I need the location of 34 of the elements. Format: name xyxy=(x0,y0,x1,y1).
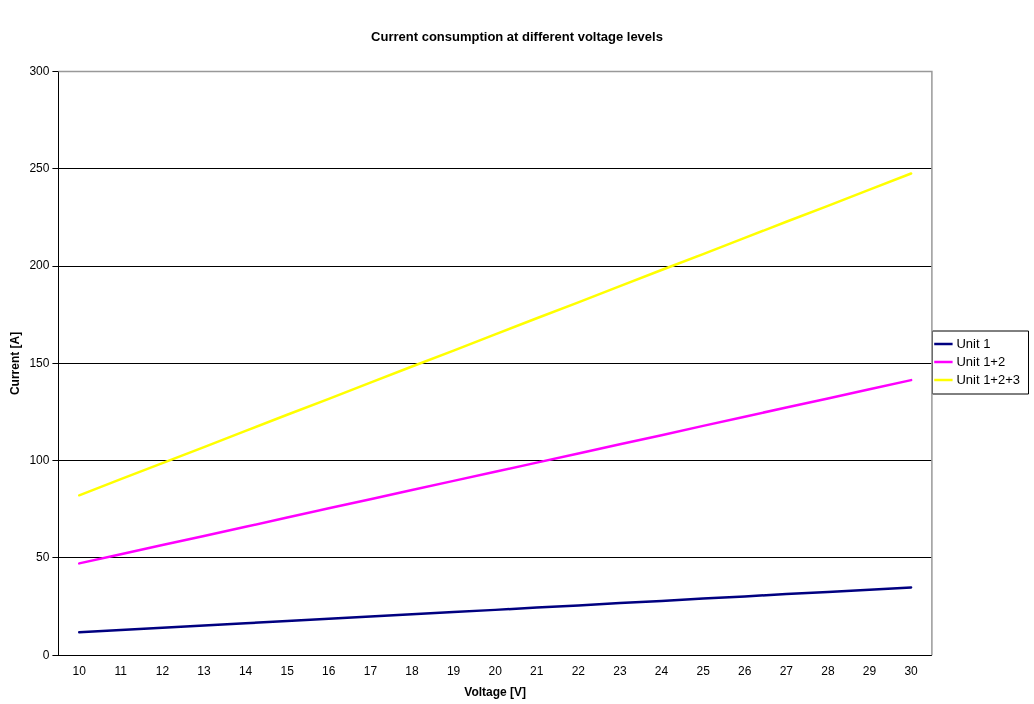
x-tick-label: 19 xyxy=(446,663,461,678)
x-tick-label: 29 xyxy=(862,663,877,678)
x-tick-label: 23 xyxy=(613,663,627,678)
x-tick-label: 24 xyxy=(654,663,669,678)
x-tick-label: 22 xyxy=(571,663,586,678)
x-tick-label: 26 xyxy=(738,663,752,678)
legend-label: Unit 1+2+3 xyxy=(956,371,1021,387)
x-tick-label: 25 xyxy=(696,663,711,678)
x-tick-label: 30 xyxy=(904,663,919,678)
x-tick-label: 13 xyxy=(197,663,211,678)
y-tick-label: 100 xyxy=(29,452,50,467)
y-tick-label: 250 xyxy=(29,161,50,176)
legend-label: Unit 1+2 xyxy=(956,353,1006,369)
x-tick-label: 15 xyxy=(280,663,295,678)
x-tick-label: 27 xyxy=(779,663,794,678)
x-tick-label: 11 xyxy=(114,663,128,678)
chart-title: Current consumption at different voltage levels xyxy=(371,29,663,45)
y-tick-label: 50 xyxy=(36,550,50,565)
y-tick-label: 150 xyxy=(29,355,50,370)
x-tick-label: 10 xyxy=(72,663,87,678)
x-tick-label: 28 xyxy=(821,663,835,678)
legend-label: Unit 1 xyxy=(956,335,991,351)
x-tick-label: 18 xyxy=(405,663,419,678)
y-tick-label: 200 xyxy=(29,258,50,273)
x-tick-label: 17 xyxy=(363,663,378,678)
y-tick-label: 0 xyxy=(42,647,50,662)
x-tick-label: 16 xyxy=(322,663,336,678)
x-tick-label: 14 xyxy=(238,663,253,678)
x-tick-label: 21 xyxy=(530,663,544,678)
y-axis-title: Current [A] xyxy=(7,331,22,396)
y-tick-label: 300 xyxy=(29,63,50,78)
x-tick-label: 12 xyxy=(155,663,170,678)
x-axis-title: Voltage [V] xyxy=(464,685,527,700)
x-tick-label: 20 xyxy=(488,663,503,678)
